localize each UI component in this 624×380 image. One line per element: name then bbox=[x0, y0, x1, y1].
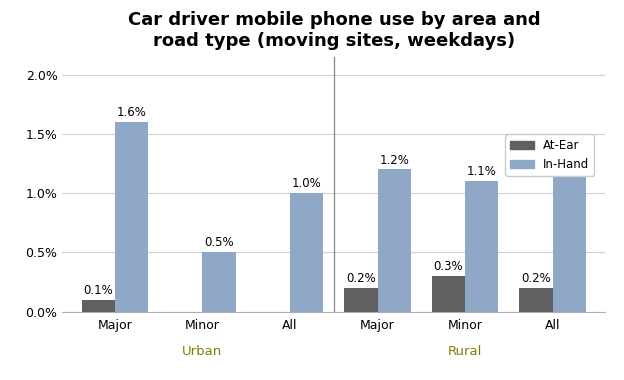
Text: 1.2%: 1.2% bbox=[379, 154, 409, 166]
Title: Car driver mobile phone use by area and
road type (moving sites, weekdays): Car driver mobile phone use by area and … bbox=[127, 11, 540, 50]
Text: 0.2%: 0.2% bbox=[521, 272, 551, 285]
Bar bbox=[465, 181, 499, 312]
Text: 1.6%: 1.6% bbox=[117, 106, 147, 119]
Text: 1.2%: 1.2% bbox=[555, 154, 584, 166]
Bar bbox=[432, 276, 465, 312]
Text: 0.5%: 0.5% bbox=[204, 236, 234, 249]
Bar bbox=[519, 288, 553, 312]
Bar bbox=[344, 288, 378, 312]
Bar bbox=[553, 169, 586, 312]
Text: 0.2%: 0.2% bbox=[346, 272, 376, 285]
Bar bbox=[82, 300, 115, 312]
Bar bbox=[115, 122, 149, 312]
Text: Urban: Urban bbox=[182, 345, 223, 358]
Text: 0.3%: 0.3% bbox=[434, 260, 464, 273]
Legend: At-Ear, In-Hand: At-Ear, In-Hand bbox=[505, 134, 594, 176]
Bar bbox=[290, 193, 323, 312]
Text: Rural: Rural bbox=[448, 345, 482, 358]
Bar bbox=[203, 252, 236, 312]
Text: 0.1%: 0.1% bbox=[84, 284, 113, 297]
Bar bbox=[378, 169, 411, 312]
Text: 1.1%: 1.1% bbox=[467, 165, 497, 178]
Text: 1.0%: 1.0% bbox=[292, 177, 321, 190]
